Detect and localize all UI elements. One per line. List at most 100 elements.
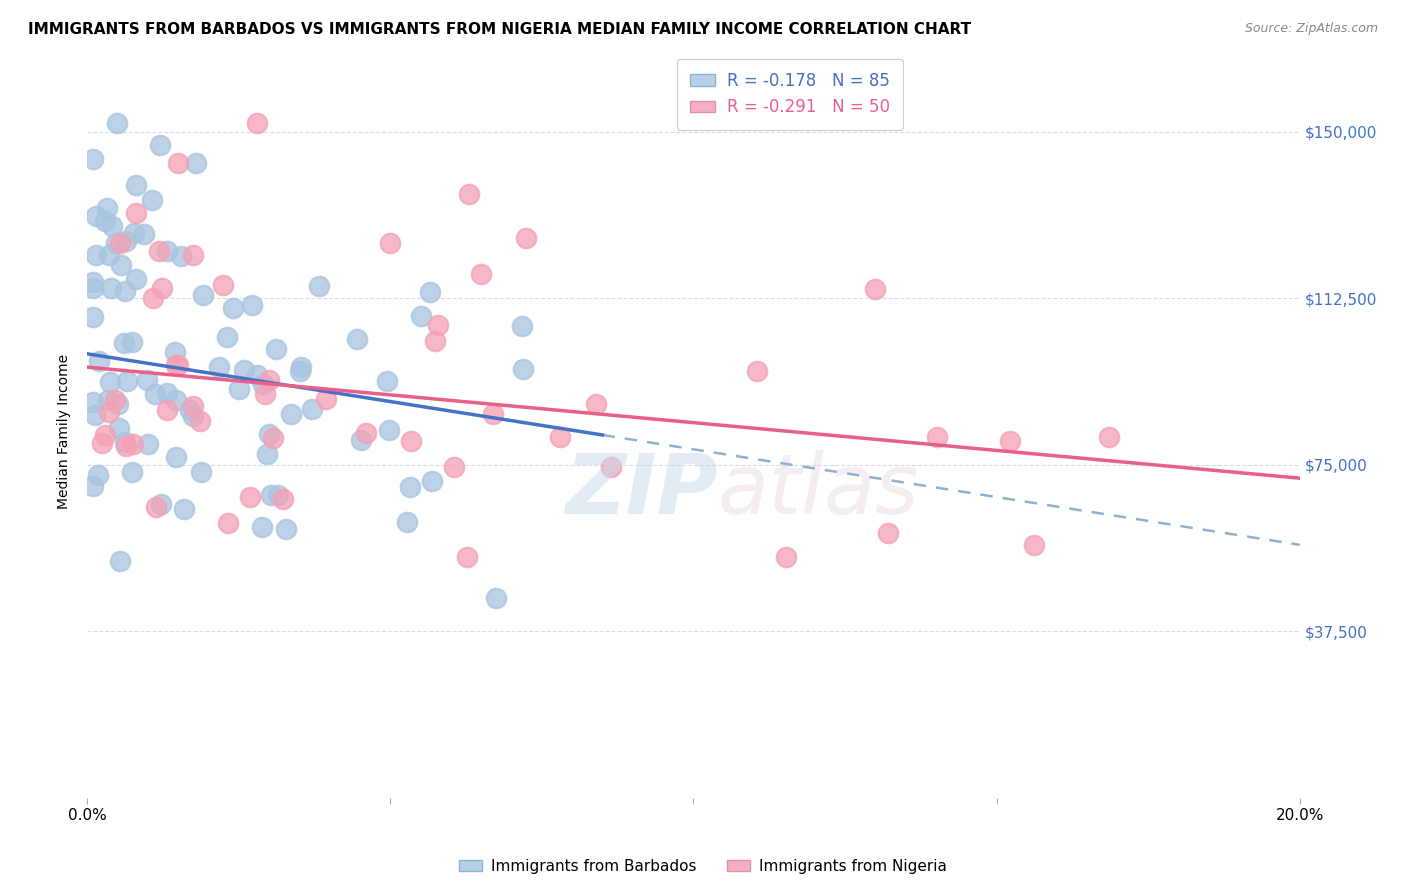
Point <box>82 395 104 409</box>
Point <box>246 116 269 130</box>
Point <box>181 399 204 413</box>
Point <box>165 450 187 465</box>
Point <box>599 460 621 475</box>
Point <box>122 227 145 241</box>
Point <box>290 360 312 375</box>
Point <box>107 116 129 130</box>
Point <box>150 281 173 295</box>
Point <box>108 554 131 568</box>
Point <box>257 373 280 387</box>
Point <box>87 353 110 368</box>
Point <box>927 430 949 444</box>
Point <box>877 525 900 540</box>
Point <box>425 334 447 349</box>
Point <box>132 227 155 241</box>
Point <box>166 358 188 372</box>
Point <box>165 393 187 408</box>
Point <box>167 155 190 169</box>
Point <box>399 480 422 494</box>
Point <box>107 420 129 434</box>
Point <box>114 284 136 298</box>
Point <box>148 244 170 258</box>
Y-axis label: Median Family Income: Median Family Income <box>58 354 72 509</box>
Point <box>315 392 337 406</box>
Point <box>409 309 432 323</box>
Point <box>262 431 284 445</box>
Point <box>104 235 127 250</box>
Point <box>239 490 262 504</box>
Point <box>186 155 208 169</box>
Point <box>125 272 148 286</box>
Point <box>485 591 508 606</box>
Point <box>125 206 148 220</box>
Point <box>250 519 273 533</box>
Point <box>863 282 886 296</box>
Point <box>82 275 104 289</box>
Point <box>246 368 269 382</box>
Point <box>169 248 191 262</box>
Point <box>380 235 402 250</box>
Point <box>375 374 398 388</box>
Point <box>145 500 167 514</box>
Point <box>395 515 418 529</box>
Point <box>84 248 107 262</box>
Text: atlas: atlas <box>717 450 920 531</box>
Point <box>260 488 283 502</box>
Point <box>114 435 136 450</box>
Point <box>96 201 118 215</box>
Point <box>91 436 114 450</box>
Point <box>232 363 254 377</box>
Point <box>110 258 132 272</box>
Point <box>107 397 129 411</box>
Point <box>135 373 157 387</box>
Point <box>149 497 172 511</box>
Point <box>301 401 323 416</box>
Point <box>156 386 179 401</box>
Point <box>190 466 212 480</box>
Point <box>512 362 534 376</box>
Point <box>427 318 450 332</box>
Point <box>82 281 104 295</box>
Point <box>217 330 239 344</box>
Point <box>98 375 121 389</box>
Point <box>94 428 117 442</box>
Point <box>179 403 201 417</box>
Point <box>512 318 534 333</box>
Point <box>267 488 290 502</box>
Legend: R = -0.178   N = 85, R = -0.291   N = 50: R = -0.178 N = 85, R = -0.291 N = 50 <box>678 59 903 129</box>
Point <box>98 404 121 418</box>
Point <box>747 364 769 378</box>
Point <box>142 291 165 305</box>
Point <box>156 403 179 417</box>
Point <box>97 248 120 262</box>
Point <box>443 459 465 474</box>
Point <box>193 288 215 302</box>
Point <box>458 186 481 201</box>
Point <box>280 407 302 421</box>
Point <box>290 364 312 378</box>
Point <box>87 467 110 482</box>
Point <box>94 213 117 227</box>
Point <box>308 278 330 293</box>
Point <box>149 138 172 153</box>
Point <box>101 219 124 233</box>
Point <box>256 447 278 461</box>
Point <box>138 437 160 451</box>
Point <box>1097 430 1119 444</box>
Point <box>356 425 378 440</box>
Point <box>173 502 195 516</box>
Point <box>419 285 441 300</box>
Point <box>181 248 204 262</box>
Point <box>217 516 239 531</box>
Point <box>104 393 127 408</box>
Point <box>165 358 187 372</box>
Point <box>775 549 797 564</box>
Point <box>108 236 131 251</box>
Point <box>212 278 235 293</box>
Point <box>117 374 139 388</box>
Point <box>1022 538 1045 552</box>
Point <box>100 281 122 295</box>
Point <box>399 434 422 449</box>
Point <box>121 466 143 480</box>
Point <box>112 336 135 351</box>
